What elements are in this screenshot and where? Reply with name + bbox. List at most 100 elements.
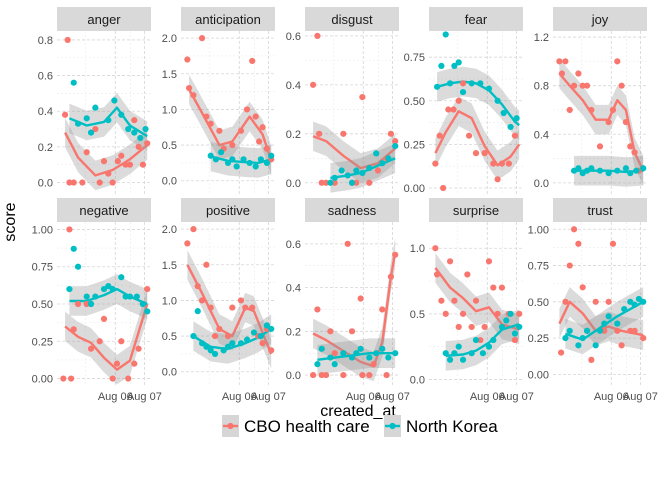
nk-point (566, 327, 573, 334)
cbo-point (249, 304, 256, 311)
cbo-point (622, 119, 630, 126)
facet-title: trust (587, 203, 613, 218)
cbo-point (70, 326, 77, 333)
cbo-point (322, 179, 330, 186)
cbo-point (383, 371, 390, 379)
nk-point (373, 350, 380, 357)
nk-point (207, 152, 214, 159)
nk-point (331, 174, 338, 181)
x-tick-label: Aug 07 (499, 391, 534, 403)
nk-point (605, 170, 612, 177)
x-axis-title: created_at (320, 403, 396, 420)
cbo-point (184, 240, 191, 247)
cbo-point (70, 179, 77, 186)
nk-ribbon (69, 274, 148, 319)
nk-point (224, 159, 232, 167)
y-tick-label: 0.0 (534, 178, 549, 190)
nk-point (220, 347, 227, 354)
cbo-point (618, 342, 625, 349)
cbo-point (131, 360, 138, 367)
cbo-point (609, 106, 617, 114)
nk-point (70, 245, 77, 252)
y-tick-label: 0.4 (534, 129, 549, 141)
nk-point (109, 285, 116, 293)
cbo-point (614, 58, 621, 65)
y-tick-label: 0.75 (404, 52, 425, 64)
x-tick-label: Aug 06 (222, 391, 257, 403)
nk-point (596, 167, 604, 174)
facet-strip (181, 7, 275, 31)
legend-label: CBO health care (244, 417, 370, 436)
cbo-point (126, 161, 134, 168)
nk-point (198, 340, 206, 347)
cbo-point (198, 35, 206, 42)
nk-point (479, 350, 487, 357)
cbo-point (556, 58, 563, 65)
facet-strip (57, 7, 151, 31)
y-tick-label: 1.00 (32, 224, 53, 236)
cbo-point (468, 323, 475, 331)
cbo-point (609, 240, 617, 247)
y-tick-label: 0.25 (404, 139, 425, 151)
nk-point (622, 165, 630, 172)
nk-point (66, 285, 73, 293)
cbo-point (314, 306, 321, 313)
nk-ribbon (437, 66, 520, 140)
cbo-point (207, 304, 214, 311)
cbo-point (229, 141, 236, 149)
cbo-point (100, 315, 108, 323)
nk-point (211, 350, 219, 358)
nk-point (87, 129, 95, 136)
facet-strip (305, 7, 399, 31)
cbo-point (237, 127, 245, 134)
y-tick-label: 0.0 (38, 178, 53, 190)
cbo-point (511, 336, 519, 344)
cbo-point (66, 226, 73, 233)
cbo-point (144, 285, 151, 293)
nk-point (105, 117, 112, 124)
cbo-point (184, 56, 191, 63)
y-tick-label: 0.5 (162, 331, 177, 343)
nk-point (379, 160, 386, 167)
cbo-ribbon (65, 289, 148, 385)
cbo-point (259, 340, 266, 347)
facet-panel: fear 0.00 0.25 0.50 0.75 (404, 7, 523, 195)
x-tick-label: Aug 07 (623, 391, 658, 403)
cbo-point (198, 297, 206, 304)
nk-point (125, 125, 132, 133)
cbo-point (588, 106, 595, 114)
nk-point (392, 350, 399, 357)
legend: CBO health care North Korea (222, 415, 498, 437)
cbo-point (216, 127, 223, 134)
cbo-point (490, 160, 497, 167)
nk-point (340, 350, 347, 357)
y-tick-label: 0.6 (286, 31, 301, 43)
nk-point (268, 325, 275, 333)
nk-point (468, 350, 475, 357)
cbo-point (481, 323, 488, 331)
nk-point (385, 155, 392, 162)
cbo-point (442, 310, 449, 317)
nk-point (118, 111, 125, 118)
cbo-point (249, 57, 256, 65)
cbo-point (592, 298, 599, 305)
cbo-point (92, 125, 99, 133)
cbo-point (353, 179, 360, 186)
panel-background (429, 222, 523, 386)
nk-point (588, 165, 595, 172)
cbo-point (359, 371, 366, 379)
cbo-point (79, 179, 86, 186)
cbo-point (125, 375, 132, 382)
cbo-point (263, 145, 271, 152)
nk-point (353, 167, 360, 174)
nk-point (359, 169, 366, 177)
cbo-point (575, 70, 582, 77)
facet-title: positive (206, 203, 250, 218)
nk-point (348, 354, 356, 361)
cbo-point (627, 143, 634, 150)
cbo-point (583, 82, 591, 89)
cbo-point (144, 140, 151, 147)
nk-point (318, 345, 325, 352)
facet-strip (57, 198, 151, 222)
